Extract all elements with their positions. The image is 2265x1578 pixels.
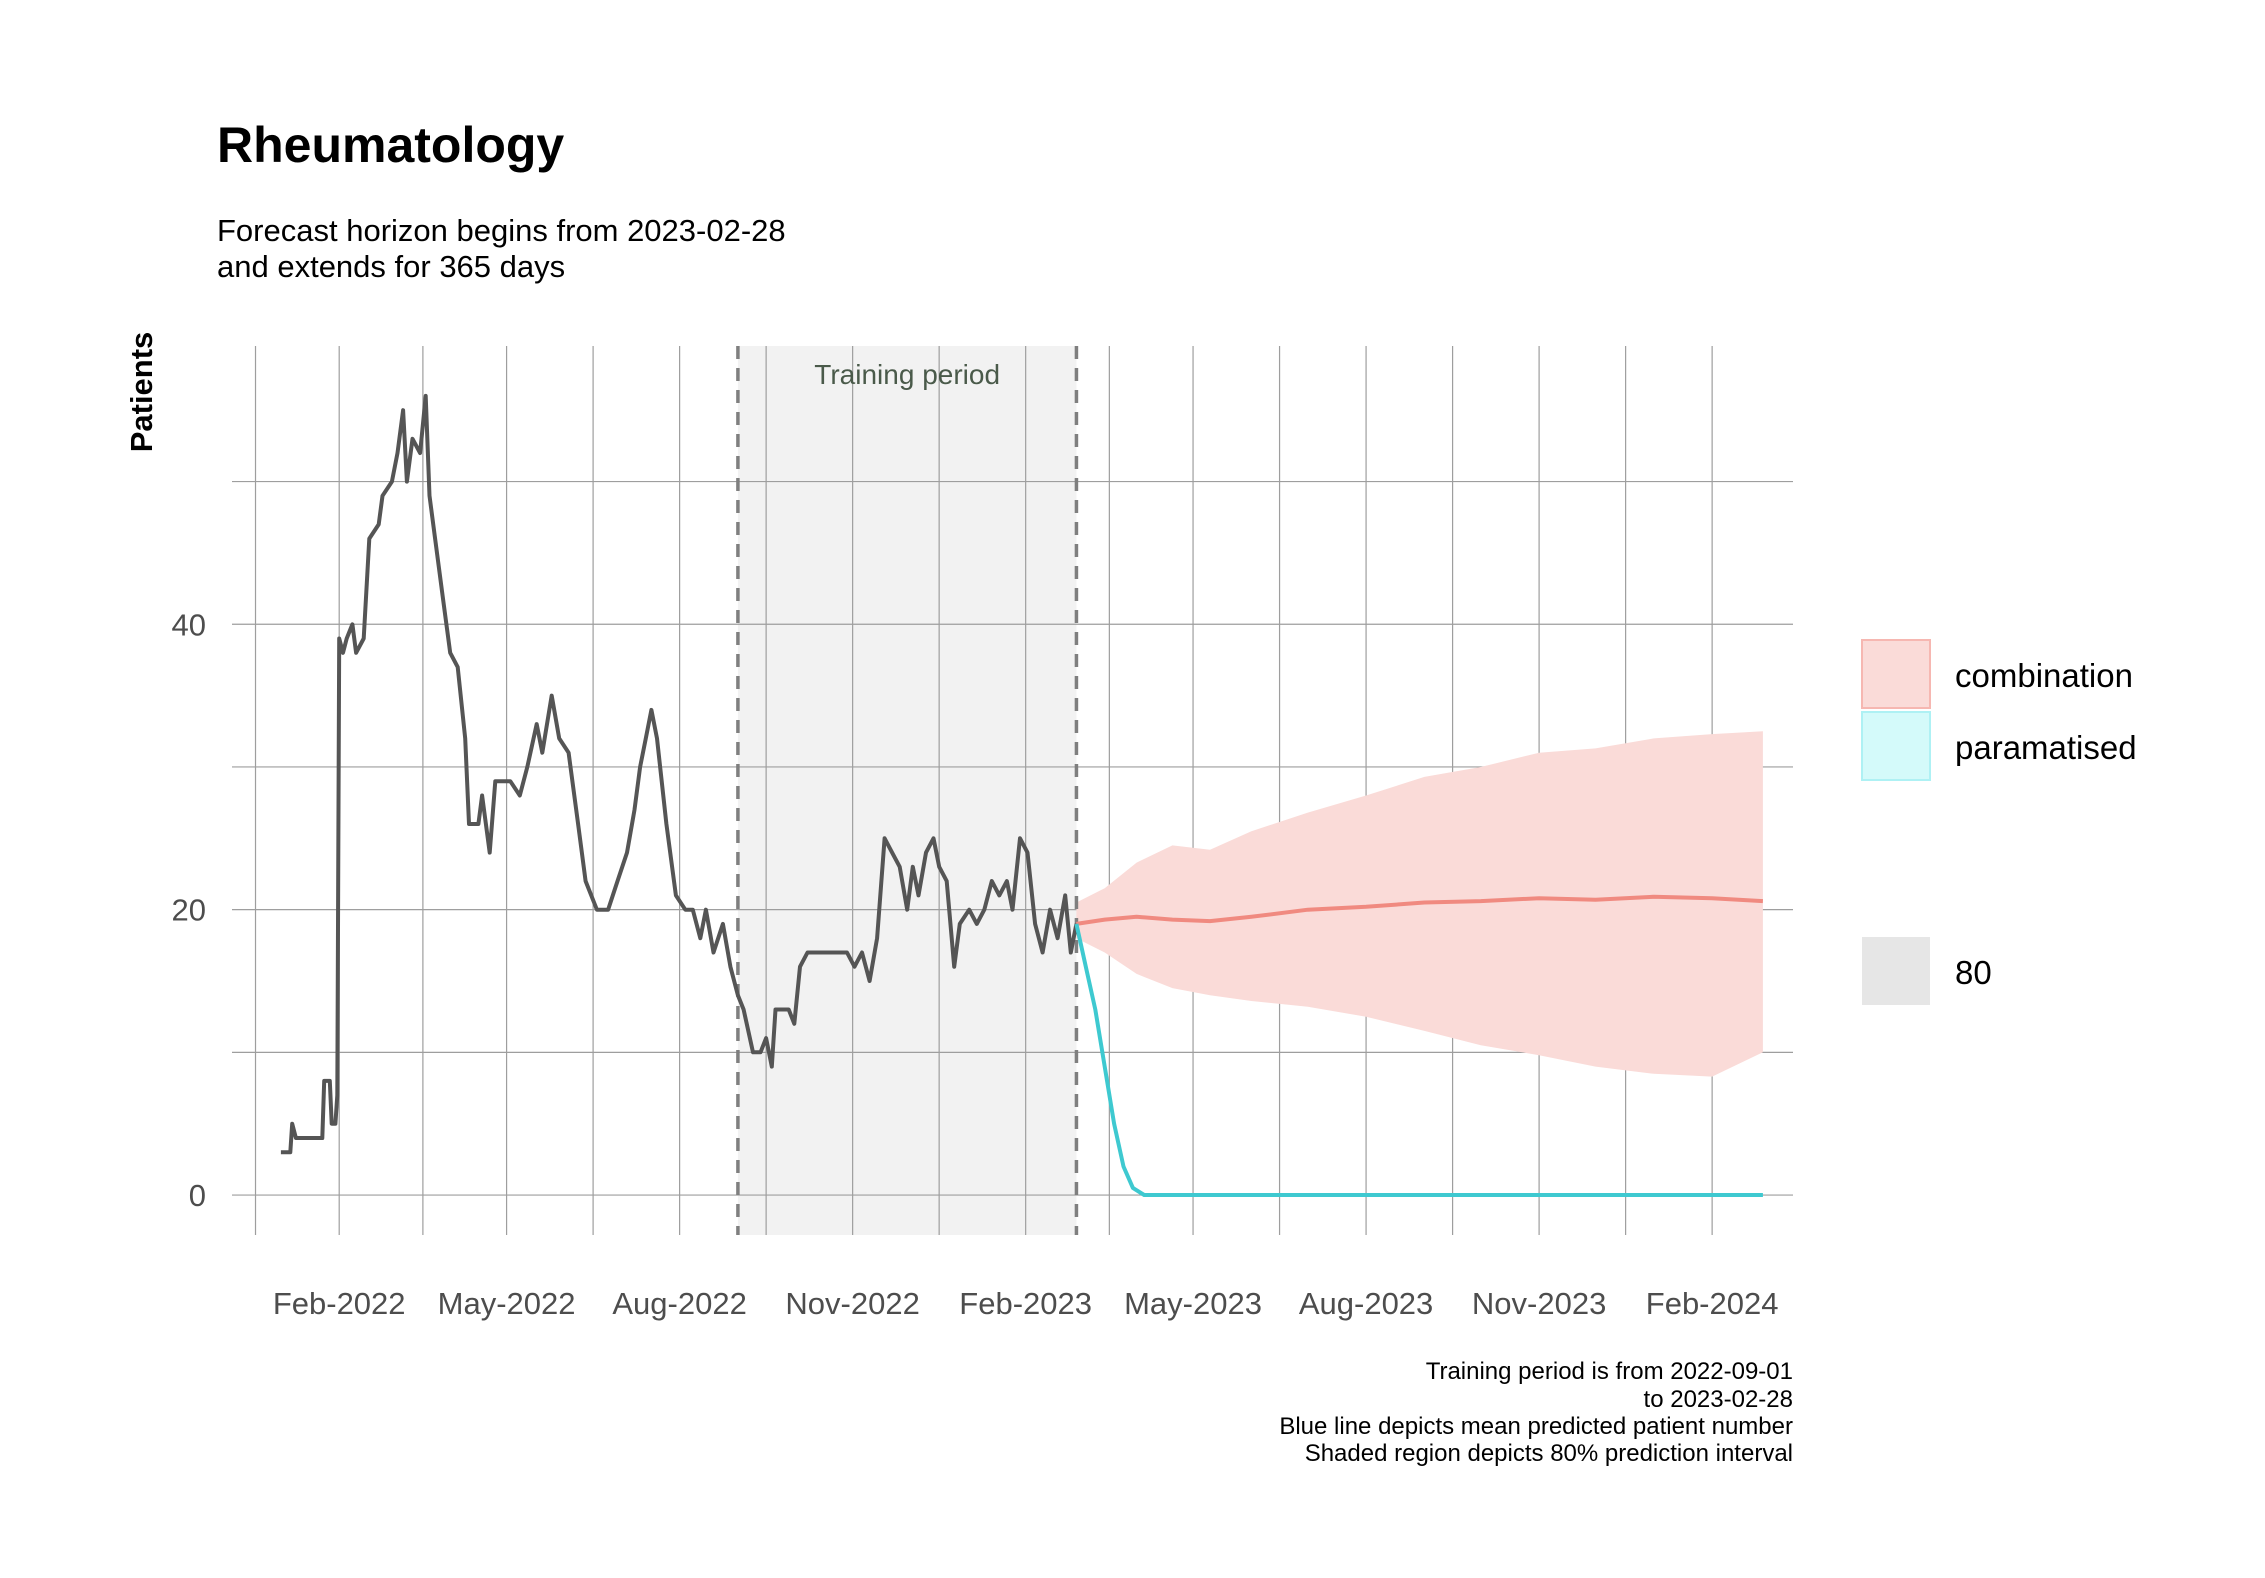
x-tick-label: May-2022 — [438, 1286, 576, 1321]
x-tick-label: May-2023 — [1124, 1286, 1262, 1321]
chart-subtitle-line-1: Forecast horizon begins from 2023-02-28 — [217, 213, 786, 248]
plot-area: Training period 0 20 40 Feb-2022 May-2022 Aug-… — [172, 346, 1793, 1321]
legend: combination paramatised 80 — [1861, 639, 2137, 1005]
caption-line-1: Training period is from 2022-09-01 — [1426, 1358, 1793, 1385]
x-tick-label: Feb-2024 — [1646, 1286, 1779, 1321]
legend-key-combination — [1861, 639, 1931, 709]
caption: Training period is from 2022-09-01 to 20… — [1279, 1358, 1793, 1467]
training-period-label: Training period — [814, 359, 1000, 390]
chart-title: Rheumatology — [217, 117, 564, 173]
paramatised-series-line — [1074, 923, 1763, 1197]
x-tick-label: Feb-2022 — [273, 1286, 406, 1321]
training-period-band — [737, 346, 1077, 1235]
legend-key-interval — [1862, 937, 1930, 1005]
x-tick-label: Nov-2023 — [1472, 1286, 1606, 1321]
y-axis-title: Patients — [124, 332, 159, 453]
legend-label-combination: combination — [1955, 657, 2133, 694]
y-tick-label: 40 — [172, 607, 206, 642]
x-tick-label: Nov-2022 — [785, 1286, 919, 1321]
caption-line-2: to 2023-02-28 — [1644, 1386, 1793, 1413]
combination-series-line — [1076, 894, 1764, 926]
caption-line-4: Shaded region depicts 80% prediction int… — [1305, 1440, 1793, 1467]
legend-label-interval: 80 — [1955, 954, 1992, 991]
caption-line-3: Blue line depicts mean predicted patient… — [1279, 1413, 1793, 1440]
y-tick-label: 20 — [172, 893, 206, 928]
legend-label-paramatised: paramatised — [1955, 729, 2137, 766]
chart-subtitle-line-2: and extends for 365 days — [217, 249, 565, 284]
y-tick-label: 0 — [189, 1178, 206, 1213]
x-tick-label: Feb-2023 — [959, 1286, 1092, 1321]
x-tick-label: Aug-2023 — [1299, 1286, 1433, 1321]
legend-key-paramatised — [1861, 711, 1931, 781]
x-tick-label: Aug-2022 — [612, 1286, 746, 1321]
observed-series-line — [280, 393, 1079, 1155]
